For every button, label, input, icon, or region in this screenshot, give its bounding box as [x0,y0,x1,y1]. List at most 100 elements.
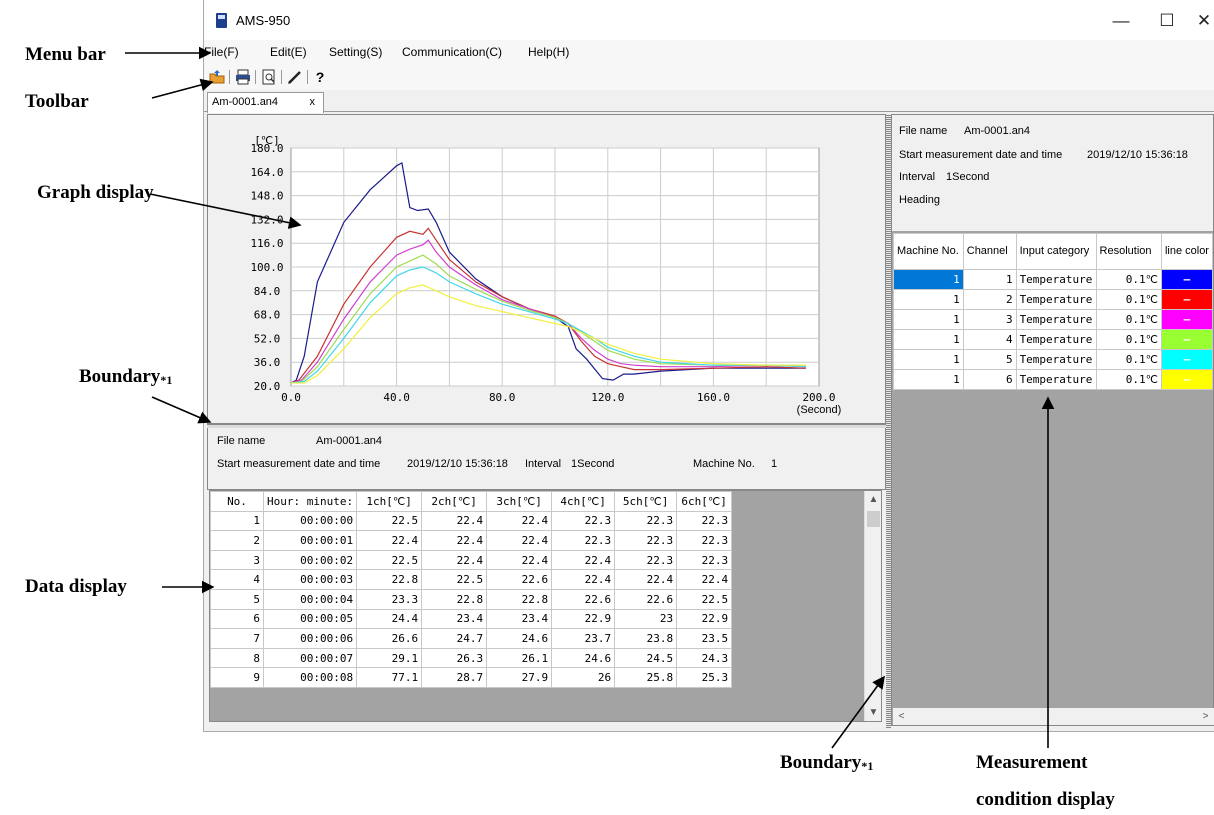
table-cell[interactable]: 23.5 [676,628,733,649]
table-cell[interactable]: 29.1 [356,647,423,669]
line-color-swatch[interactable]: — [1160,309,1214,330]
table-cell[interactable]: 22.3 [551,530,616,551]
menu-help[interactable]: Help(H) [528,45,570,59]
condition-cell-resolution[interactable]: 0.1℃ [1095,369,1162,390]
table-cell[interactable]: 22.6 [614,588,678,610]
table-cell[interactable]: 22.9 [551,608,616,630]
preview-icon[interactable] [260,68,278,86]
condition-row[interactable]: 1 6 Temperature 0.1℃ — [893,369,1214,390]
condition-cell-channel[interactable]: 3 [962,309,1017,330]
table-cell[interactable]: 22.4 [421,549,488,571]
pen-icon[interactable] [286,68,304,86]
maximize-button[interactable]: ☐ [1159,11,1175,30]
table-cell[interactable]: 22.5 [356,549,423,571]
table-cell[interactable]: 24.7 [421,628,488,649]
table-row[interactable]: 7 00:00:06 26.6 24.7 24.6 23.7 23.8 23.5 [210,628,733,649]
table-cell[interactable]: 22.4 [486,549,553,571]
line-color-swatch[interactable]: — [1160,369,1214,390]
table-cell[interactable]: 22.8 [421,588,488,610]
open-folder-icon[interactable] [208,68,226,86]
table-row[interactable]: 6 00:00:05 24.4 23.4 23.4 22.9 23 22.9 [210,608,733,630]
table-cell[interactable]: 24.6 [486,628,553,649]
condition-cell-category[interactable]: Temperature [1015,349,1097,370]
table-cell[interactable]: 28.7 [421,667,488,688]
table-cell[interactable]: 22.4 [551,549,616,571]
table-row[interactable]: 8 00:00:07 29.1 26.3 26.1 24.6 24.5 24.3 [210,647,733,669]
menu-file[interactable]: File(F) [204,45,239,59]
line-color-swatch[interactable]: — [1160,329,1214,350]
table-cell[interactable]: 23.8 [614,628,678,649]
table-cell[interactable]: 1 [210,510,264,532]
condition-cell-resolution[interactable]: 0.1℃ [1095,289,1162,310]
table-cell[interactable]: 4 [210,569,264,590]
condition-cell-category[interactable]: Temperature [1015,269,1097,290]
table-cell[interactable]: 22.4 [614,569,678,590]
table-cell[interactable]: 23 [614,608,678,630]
condition-cell-category[interactable]: Temperature [1015,289,1097,310]
table-cell[interactable]: 8 [210,647,264,669]
menu-communication[interactable]: Communication(C) [402,45,503,59]
table-row[interactable]: 9 00:00:08 77.1 28.7 27.9 26 25.8 25.3 [210,667,733,688]
scroll-up-icon[interactable]: ▲ [868,494,879,505]
table-cell[interactable]: 22.3 [551,510,616,532]
table-cell[interactable]: 22.3 [614,510,678,532]
menu-edit[interactable]: Edit(E) [270,45,307,59]
tab-close-icon[interactable]: x [309,96,316,108]
table-cell[interactable]: 00:00:04 [262,588,358,610]
table-cell[interactable]: 22.3 [676,530,733,551]
condition-cell-resolution[interactable]: 0.1℃ [1095,309,1162,330]
condition-cell-machine[interactable]: 1 [893,289,964,310]
table-cell[interactable]: 22.9 [676,608,733,630]
table-cell[interactable]: 22.4 [486,530,553,551]
line-color-swatch[interactable]: — [1160,349,1214,370]
table-cell[interactable]: 26.3 [421,647,488,669]
table-cell[interactable]: 00:00:05 [262,608,358,630]
table-cell[interactable]: 26.1 [486,647,553,669]
horizontal-splitter[interactable] [207,424,886,428]
scroll-down-icon[interactable]: ▼ [868,707,879,718]
table-cell[interactable]: 22.4 [421,530,488,551]
table-cell[interactable]: 00:00:06 [262,628,358,649]
table-row[interactable]: 2 00:00:01 22.4 22.4 22.4 22.3 22.3 22.3 [210,530,733,551]
condition-cell-resolution[interactable]: 0.1℃ [1095,349,1162,370]
table-cell[interactable]: 25.3 [676,667,733,688]
table-cell[interactable]: 6 [210,608,264,630]
table-cell[interactable]: 24.4 [356,608,423,630]
table-cell[interactable]: 7 [210,628,264,649]
title-bar[interactable]: AMS-950 — ☐ ✕ [204,0,1214,40]
condition-row[interactable]: 1 2 Temperature 0.1℃ — [893,289,1214,310]
table-cell[interactable]: 00:00:00 [262,510,358,532]
condition-cell-machine[interactable]: 1 [893,269,964,290]
table-cell[interactable]: 25.8 [614,667,678,688]
condition-cell-machine[interactable]: 1 [893,369,964,390]
condition-cell-machine[interactable]: 1 [893,349,964,370]
condition-cell-machine[interactable]: 1 [893,329,964,350]
condition-cell-channel[interactable]: 6 [962,369,1017,390]
help-icon[interactable]: ? [315,69,325,85]
condition-cell-category[interactable]: Temperature [1015,329,1097,350]
table-cell[interactable]: 22.3 [676,549,733,571]
table-cell[interactable]: 22.6 [551,588,616,610]
table-cell[interactable]: 22.3 [676,510,733,532]
table-row[interactable]: 5 00:00:04 23.3 22.8 22.8 22.6 22.6 22.5 [210,588,733,610]
table-cell[interactable]: 22.4 [676,569,733,590]
table-cell[interactable]: 77.1 [356,667,423,688]
condition-cell-category[interactable]: Temperature [1015,309,1097,330]
condition-cell-channel[interactable]: 5 [962,349,1017,370]
table-cell[interactable]: 5 [210,588,264,610]
condition-cell-resolution[interactable]: 0.1℃ [1095,269,1162,290]
condition-cell-channel[interactable]: 4 [962,329,1017,350]
table-cell[interactable]: 3 [210,549,264,571]
table-cell[interactable]: 22.3 [614,549,678,571]
table-cell[interactable]: 23.4 [421,608,488,630]
table-cell[interactable]: 22.4 [421,510,488,532]
table-cell[interactable]: 00:00:02 [262,549,358,571]
table-cell[interactable]: 00:00:07 [262,647,358,669]
table-cell[interactable]: 00:00:08 [262,667,358,688]
table-cell[interactable]: 26.6 [356,628,423,649]
condition-row[interactable]: 1 1 Temperature 0.1℃ — [893,269,1214,290]
table-cell[interactable]: 24.5 [614,647,678,669]
menu-setting[interactable]: Setting(S) [329,45,383,59]
table-cell[interactable]: 23.3 [356,588,423,610]
table-cell[interactable]: 22.4 [551,569,616,590]
